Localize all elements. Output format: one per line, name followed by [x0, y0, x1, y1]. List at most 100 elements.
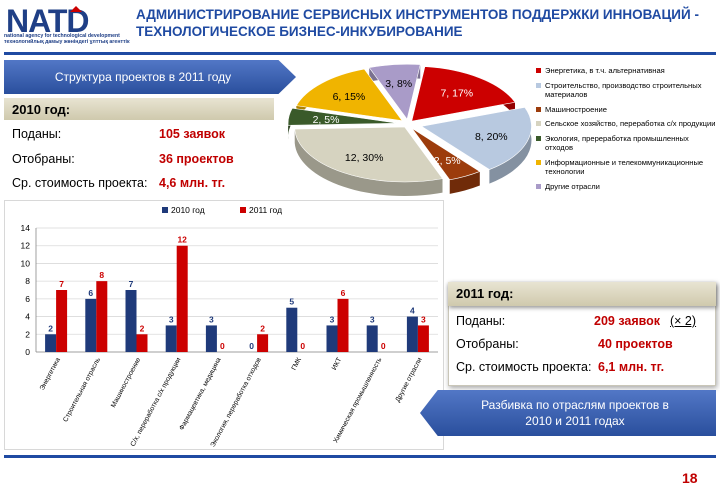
pie-legend-swatch — [536, 106, 541, 112]
bar-data-label: 6 — [341, 288, 346, 298]
bar-data-label: 4 — [410, 306, 415, 316]
y-tick-label: 6 — [25, 294, 30, 304]
x-tick-label: Строительная отрасль — [62, 356, 102, 423]
bar-data-label: 0 — [249, 341, 254, 351]
bar-legend-swatch — [240, 207, 246, 213]
pie-slice-label-1: 8, 20% — [475, 131, 508, 143]
bar-0-9 — [406, 316, 418, 352]
bar-data-label: 3 — [330, 314, 335, 324]
bar-x-labels: Энергетика Строительная отрасль Машиностро… — [39, 356, 424, 449]
pie-legend-item: Экология, пререработка промышленных отхо… — [536, 134, 716, 153]
y-tick-label: 8 — [25, 276, 30, 286]
x-tick-label: Другие отрасли — [394, 356, 423, 403]
bar-data-label: 2 — [260, 323, 265, 333]
pie-slice-label-3: 12, 30% — [345, 152, 384, 164]
bar-legend-label: 2010 год — [171, 205, 205, 215]
pie-slice-label-5: 6, 15% — [333, 91, 366, 103]
bar-data-label: 3 — [169, 314, 174, 324]
pie-labels: 7, 17% 8, 20% 2, 5% 12, 30% 2, 5% 6, 15% 3, 8% — [313, 78, 508, 167]
bar-0-3 — [165, 325, 177, 352]
bar-0-4 — [205, 325, 217, 352]
y-tick-label: 4 — [25, 312, 30, 322]
bar-data-label: 2 — [48, 323, 53, 333]
bar-0-6 — [286, 307, 298, 352]
pie-legend-swatch — [536, 68, 541, 73]
pie-slice-side-3 — [294, 129, 443, 196]
bar-1-5 — [257, 334, 269, 352]
footer-divider — [4, 455, 716, 458]
pie-legend-label: Энергетика, в т.ч. альтернативная — [545, 66, 665, 75]
bar-1-3 — [176, 245, 188, 352]
pie-slice-label-0: 7, 17% — [440, 88, 473, 100]
stats-2011-heading: 2011 год: — [448, 282, 716, 306]
stats-2010-avg-cost-label: Ср. стоимость проекта: — [12, 176, 148, 190]
bar-data-label: 6 — [88, 288, 93, 298]
stats-2010-submitted-label: Поданы: — [12, 127, 62, 141]
x-tick-label: Энергетика — [39, 356, 62, 391]
industry-breakdown-banner-text: Разбивка по отраслям проектов в 2010 и 2… — [481, 398, 669, 428]
bar-data-label: 3 — [209, 314, 214, 324]
pie-legend-item: Энергетика, в т.ч. альтернативная — [536, 66, 716, 76]
bar-1-7 — [337, 298, 349, 352]
bar-1-1 — [96, 281, 108, 352]
bar-0-8 — [366, 325, 378, 352]
bar-data-label: 0 — [381, 341, 386, 351]
stats-2010-selected-label: Отобраны: — [12, 152, 75, 166]
bar-legend: 2010 год 2011 год — [162, 205, 282, 215]
pie-slice-label-6: 3, 8% — [385, 78, 412, 90]
pie-chart: 7, 17% 8, 20% 2, 5% 12, 30% 2, 5% 6, 15% 3, 8% — [287, 63, 532, 196]
y-tick-label: 14 — [21, 223, 31, 233]
pie-slice-label-2: 2, 5% — [434, 155, 461, 167]
page-title: АДМИНИСТРИРОВАНИЕ СЕРВИСНЫХ ИНСТРУМЕНТОВ… — [136, 7, 699, 39]
logo-subtitle: national agency for technological develo… — [4, 33, 130, 45]
bar-legend-label: 2011 год — [249, 205, 282, 215]
pie-legend-label: Сельское хозяйство, переработка с/х прод… — [545, 119, 716, 128]
pie-legend-item: Машиностроение — [536, 105, 716, 115]
bar-0-1 — [85, 298, 97, 352]
bar-chart-frame — [4, 200, 444, 450]
pie-legend-swatch — [536, 121, 541, 126]
bar-data-label: 3 — [370, 314, 375, 324]
x-tick-label: Машиностроение — [110, 356, 142, 408]
stats-2010-selected-value: 36 проектов — [159, 152, 234, 166]
pie-slice-4 — [287, 107, 399, 126]
industry-breakdown-banner: Разбивка по отраслям проектов в 2010 и 2… — [420, 390, 716, 436]
pie-slice-1 — [420, 107, 532, 170]
pie-slices — [287, 63, 532, 196]
pie-legend-item: Сельское хозяйство, переработка с/х прод… — [536, 119, 716, 129]
bar-1-2 — [136, 334, 148, 352]
pie-slice-side-2 — [449, 171, 480, 194]
bar-data-label: 7 — [129, 279, 134, 289]
stats-2011-submitted-value: 209 заявок — [594, 314, 661, 328]
pie-legend-label: Другие отрасли — [545, 181, 600, 191]
bar-data-label: 2 — [140, 323, 145, 333]
stats-2011-selected-label: Отобраны: — [456, 337, 519, 351]
structure-2011-banner-text: Структура проектов в 2011 году — [54, 70, 232, 84]
pie-legend-item: Информационные и телекоммуникационные те… — [536, 158, 716, 177]
pie-legend-item: Строительство, производство строительных… — [536, 81, 716, 100]
bar-data-label: 7 — [59, 279, 64, 289]
bar-data-label: 12 — [177, 235, 187, 245]
x-tick-label: Химическая промышленность — [333, 356, 384, 444]
x-tick-label: ИКТ — [331, 357, 343, 372]
bar-0-7 — [326, 325, 338, 352]
bar-legend-swatch — [162, 207, 168, 213]
stats-2010-submitted-value: 105 заявок — [159, 127, 226, 141]
y-tick-label: 12 — [21, 241, 31, 251]
pie-slice-label-4: 2, 5% — [313, 114, 340, 126]
stats-2010-avg-cost-value: 4,6 млн. тг. — [159, 176, 226, 190]
bar-data-label: 0 — [300, 341, 305, 351]
bar-data-label: 3 — [421, 314, 426, 324]
stats-2011-selected-value: 40 проектов — [598, 337, 673, 351]
stats-2011-submitted-label: Поданы: — [456, 314, 506, 328]
pie-slice-3 — [294, 126, 444, 183]
y-tick-label: 2 — [25, 329, 30, 339]
pie-legend-label: Информационные и телекоммуникационные те… — [545, 157, 704, 177]
y-tick-label: 10 — [21, 258, 31, 268]
x-tick-label: ГМК — [291, 357, 303, 372]
pie-slice-6 — [368, 63, 421, 120]
y-tick-label: 0 — [25, 347, 30, 357]
stats-2011-avg-cost-label: Ср. стоимость проекта: — [456, 360, 592, 374]
